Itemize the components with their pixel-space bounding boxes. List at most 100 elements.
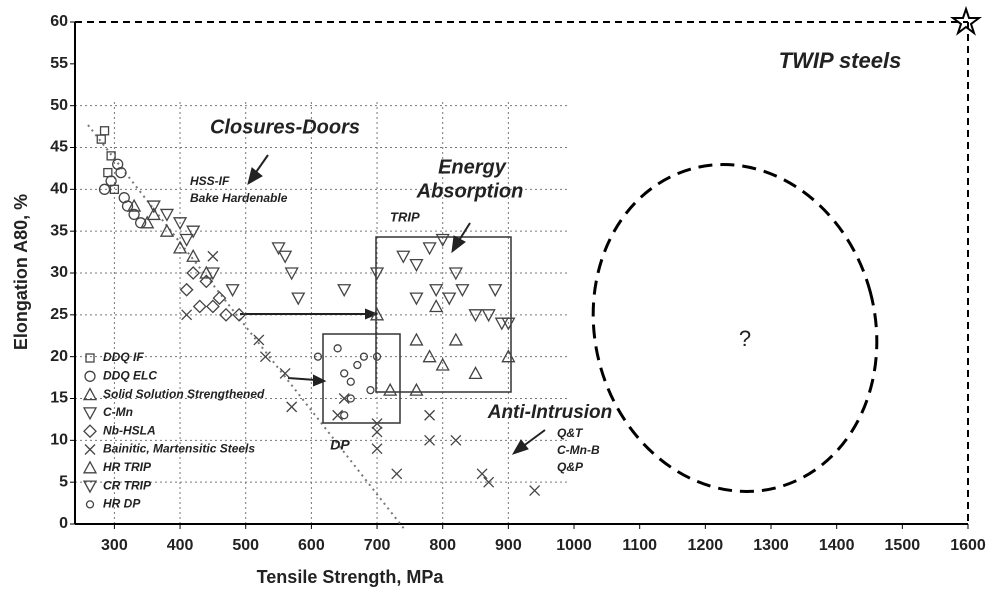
marker xyxy=(115,166,127,179)
marker xyxy=(346,377,355,386)
marker xyxy=(186,225,201,239)
marker xyxy=(435,357,450,371)
marker xyxy=(253,334,265,346)
legend-marker xyxy=(82,387,98,401)
x-tick-label: 700 xyxy=(364,537,391,554)
marker xyxy=(96,134,106,144)
marker xyxy=(159,223,175,237)
annotation: Bake Hardenable xyxy=(190,191,288,205)
legend-marker xyxy=(84,370,96,382)
marker xyxy=(359,352,369,361)
marker xyxy=(313,352,323,361)
annotation: C-Mn-B xyxy=(557,443,600,457)
legend-marker xyxy=(83,424,97,439)
marker xyxy=(232,307,247,322)
marker xyxy=(483,476,495,488)
marker xyxy=(259,351,271,363)
y-axis-label: Elongation A80, % xyxy=(11,194,31,350)
marker xyxy=(435,233,450,247)
y-tick-label: 35 xyxy=(50,222,68,239)
grid xyxy=(75,100,570,524)
marker xyxy=(279,367,291,379)
annotation: ? xyxy=(739,326,751,351)
legend-label: CR TRIP xyxy=(103,478,152,492)
twip-region xyxy=(591,163,879,493)
x-tick-label: 1000 xyxy=(556,537,592,554)
marker xyxy=(424,434,436,446)
legend-label: Bainitic, Martensitic Steels xyxy=(103,442,255,456)
marker xyxy=(140,215,155,229)
marker xyxy=(409,258,424,272)
x-axis-label: Tensile Strength, MPa xyxy=(257,567,445,587)
annotation: Q&T xyxy=(557,426,584,440)
star xyxy=(950,5,982,36)
annotation: DP xyxy=(330,437,350,453)
legend-marker xyxy=(85,500,95,509)
marker xyxy=(529,485,541,496)
marker xyxy=(366,385,375,395)
marker xyxy=(225,284,240,298)
legend-label: Nb-HSLA xyxy=(103,423,156,437)
marker xyxy=(333,344,342,353)
legend-marker xyxy=(84,444,96,455)
marker xyxy=(172,217,188,231)
marker xyxy=(396,250,411,264)
marker xyxy=(488,284,503,298)
marker xyxy=(337,284,352,298)
arrows xyxy=(240,154,546,455)
x-tick-label: 1200 xyxy=(688,537,724,554)
x-tick-label: 500 xyxy=(232,537,259,554)
marker xyxy=(429,299,444,313)
x-tick-label: 800 xyxy=(429,537,456,554)
dp-box xyxy=(322,333,401,424)
annotation: Anti-Intrusion xyxy=(487,402,613,423)
y-tick-label: 15 xyxy=(50,390,68,407)
marker xyxy=(372,352,382,361)
marker xyxy=(476,468,488,480)
marker xyxy=(409,332,424,346)
marker xyxy=(205,267,220,281)
marker xyxy=(340,411,349,420)
marker xyxy=(369,307,385,321)
legend-label: C-Mn xyxy=(103,405,133,419)
x-tick-label: 1300 xyxy=(753,537,789,554)
marker xyxy=(159,208,175,222)
marker xyxy=(429,284,444,298)
marker xyxy=(455,284,470,298)
marker xyxy=(271,242,286,256)
legend-marker xyxy=(82,407,98,421)
marker xyxy=(383,382,398,396)
y-tick-label: 25 xyxy=(50,306,68,323)
marker xyxy=(481,309,496,323)
marker xyxy=(448,332,463,346)
marker xyxy=(207,250,219,262)
marker xyxy=(448,267,463,281)
marker xyxy=(442,292,457,306)
marker xyxy=(127,198,142,212)
marker xyxy=(291,292,306,306)
marker xyxy=(369,267,385,281)
y-tick-label: 10 xyxy=(50,432,68,449)
marker xyxy=(468,309,483,323)
plot-area xyxy=(96,126,541,496)
marker xyxy=(371,418,383,430)
marker xyxy=(199,274,214,289)
legend-marker xyxy=(82,480,98,494)
y-tick-label: 55 xyxy=(50,55,68,72)
marker xyxy=(106,151,116,161)
x-tick-label: 1600 xyxy=(950,537,986,554)
y-tick-label: 60 xyxy=(50,13,68,30)
marker xyxy=(409,292,424,306)
marker xyxy=(286,401,298,413)
annotation: HSS-IF xyxy=(190,174,230,188)
marker xyxy=(371,443,383,455)
marker xyxy=(278,250,293,264)
x-tick-label: 1500 xyxy=(885,537,921,554)
marker xyxy=(99,126,110,136)
marker xyxy=(118,192,130,204)
marker xyxy=(212,291,227,306)
legend-label: DDQ IF xyxy=(103,350,144,364)
x-tick-label: 300 xyxy=(101,537,128,554)
marker xyxy=(346,394,355,403)
